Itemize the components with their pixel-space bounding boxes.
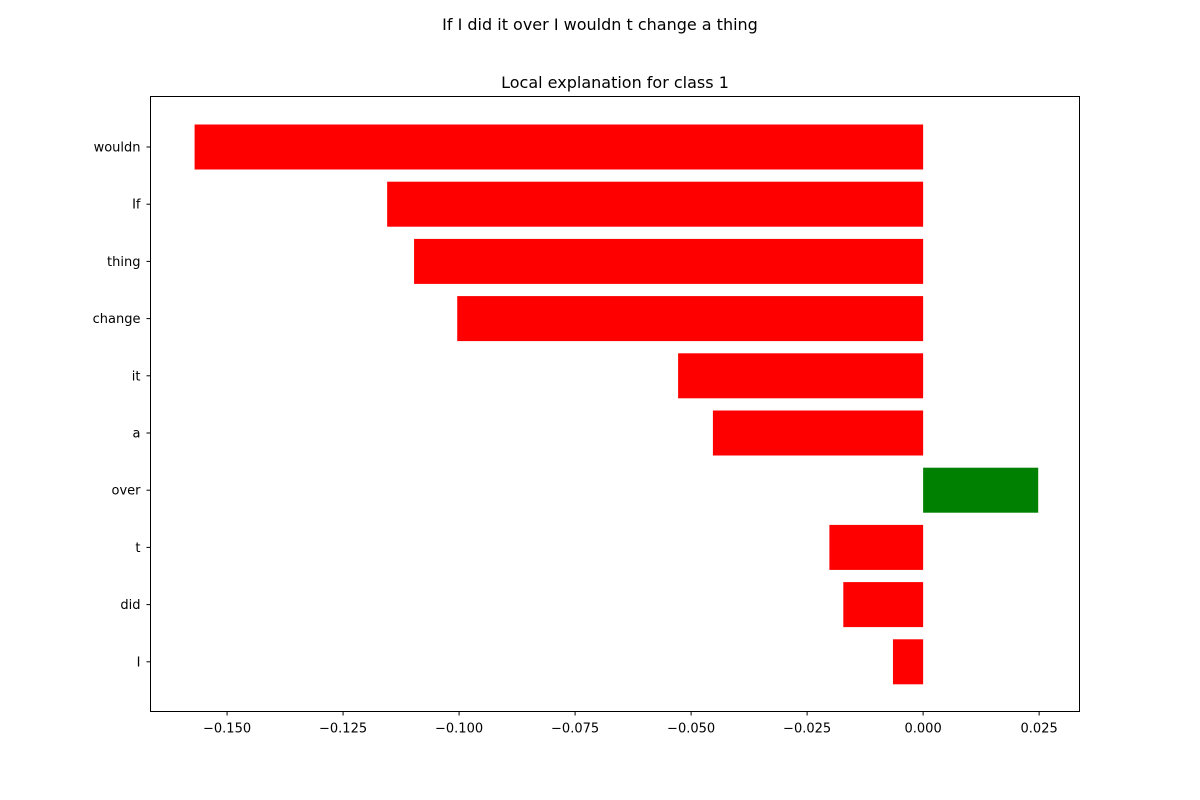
y-tick-label: over <box>112 484 142 499</box>
bar-change <box>457 296 924 342</box>
y-tick-label: change <box>93 312 141 327</box>
chart-title: Local explanation for class 1 <box>501 73 729 92</box>
x-tick-label: 0.025 <box>1021 722 1058 737</box>
bar-did <box>843 582 924 628</box>
bar-I <box>892 639 924 685</box>
y-axis: wouldn If thing change it a over t did I <box>93 141 151 670</box>
bar-If <box>387 181 924 227</box>
x-tick-label: −0.125 <box>319 722 367 737</box>
y-tick-label: t <box>135 541 140 556</box>
x-tick-label: −0.025 <box>783 722 831 737</box>
axes-frame <box>150 96 1080 712</box>
y-tick-label: If <box>132 198 141 213</box>
x-tick-label: 0.000 <box>905 722 942 737</box>
y-tick-label: thing <box>107 255 140 270</box>
bar-t <box>829 524 924 570</box>
bar-over <box>923 467 1039 513</box>
x-tick-label: −0.075 <box>551 722 599 737</box>
x-tick-label: −0.150 <box>203 722 251 737</box>
x-axis: −0.150 −0.125 −0.100 −0.075 −0.050 −0.025 0.00… <box>203 711 1058 737</box>
y-tick-label: it <box>132 369 141 384</box>
y-tick-label: I <box>137 655 141 670</box>
bar-a <box>712 410 924 456</box>
y-tick-label: a <box>133 427 141 442</box>
x-tick-label: −0.050 <box>667 722 715 737</box>
x-tick-label: −0.100 <box>435 722 483 737</box>
chart-suptitle: If I did it over I wouldn t change a thi… <box>442 15 758 34</box>
y-tick-label: did <box>120 598 140 613</box>
y-tick-label: wouldn <box>94 141 141 156</box>
bar-wouldn <box>194 124 924 170</box>
bar-it <box>678 353 924 399</box>
bar-thing <box>414 238 924 284</box>
plot-area <box>194 124 1039 685</box>
